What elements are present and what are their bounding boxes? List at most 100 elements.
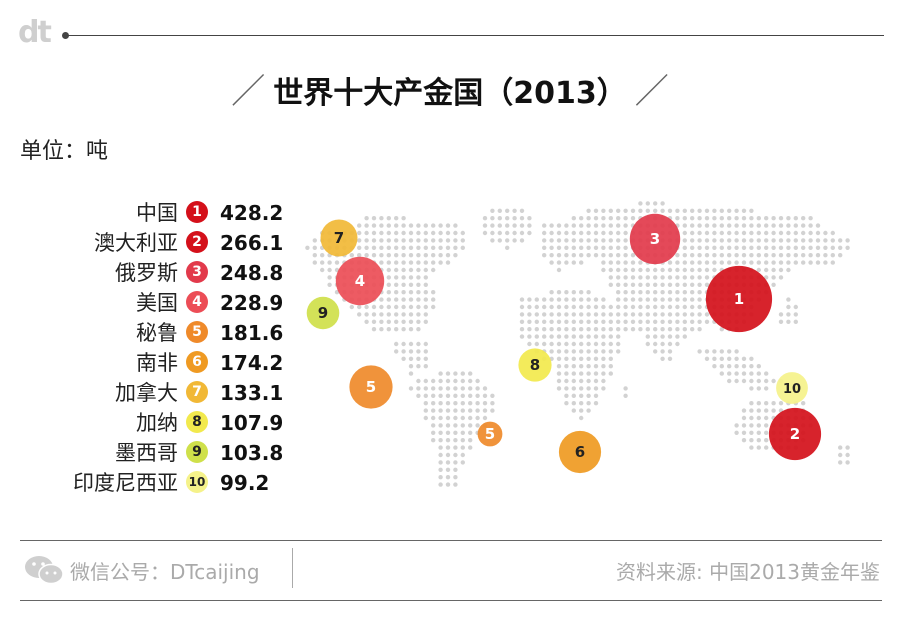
map-dot xyxy=(690,223,695,228)
footer-separator xyxy=(292,548,293,588)
rank-badge: 8 xyxy=(186,411,208,433)
map-dot xyxy=(364,253,369,258)
map-dot xyxy=(786,260,791,265)
map-dot xyxy=(534,312,539,317)
map-dot xyxy=(401,253,406,258)
map-dot xyxy=(379,230,384,236)
map-dot xyxy=(601,327,606,332)
map-dot xyxy=(490,393,495,398)
map-dot xyxy=(608,253,613,258)
map-bubble-circle xyxy=(776,372,808,404)
map-dot xyxy=(690,208,695,213)
map-dot xyxy=(764,267,769,273)
header-dot xyxy=(62,32,69,39)
map-dot xyxy=(401,304,406,310)
map-dot xyxy=(423,386,428,391)
map-bubble-circle xyxy=(768,407,822,461)
map-dot xyxy=(416,260,421,265)
map-dot xyxy=(549,290,554,295)
map-dot xyxy=(793,260,798,265)
map-dot xyxy=(675,304,680,310)
map-dot xyxy=(778,312,784,317)
map-dot xyxy=(667,327,673,332)
map-dot xyxy=(704,349,710,354)
map-dot xyxy=(727,356,732,361)
map-dot xyxy=(408,267,414,273)
map-dot xyxy=(394,282,399,287)
map-dot xyxy=(764,423,769,428)
map-dot xyxy=(734,430,739,435)
map-dot xyxy=(564,260,569,265)
map-dot xyxy=(579,386,584,391)
map-dot xyxy=(749,260,754,265)
map-bubble: 3 xyxy=(629,213,681,265)
map-dot xyxy=(734,364,739,369)
map-dot xyxy=(786,253,791,258)
map-dot xyxy=(645,319,650,324)
map-dot xyxy=(645,282,650,287)
map-dot xyxy=(527,312,532,317)
map-dot xyxy=(394,216,399,221)
map-dot xyxy=(771,245,776,250)
data-source: 资料来源: 中国2013黄金年鉴 xyxy=(616,560,880,584)
map-dot xyxy=(431,430,436,435)
map-dot xyxy=(764,445,769,450)
map-dot xyxy=(741,408,747,413)
map-dot xyxy=(727,253,732,258)
ranking-row: 秘鲁 5 181.6 xyxy=(20,318,320,348)
map-dot xyxy=(653,319,658,324)
map-dot xyxy=(801,216,806,221)
map-dot xyxy=(734,371,739,376)
map-dot xyxy=(586,386,591,391)
map-dot xyxy=(505,223,510,228)
map-dot xyxy=(386,297,391,302)
map-dot xyxy=(460,445,465,450)
map-dot xyxy=(401,327,406,332)
map-dot xyxy=(601,386,606,391)
map-dot xyxy=(675,290,680,295)
map-dot xyxy=(712,230,717,236)
map-dot xyxy=(431,253,436,258)
map-dot xyxy=(593,238,599,243)
map-dot xyxy=(616,297,621,302)
map-dot xyxy=(512,208,517,213)
map-dot xyxy=(490,238,495,243)
map-dot xyxy=(401,297,406,302)
map-dot xyxy=(764,230,769,236)
map-dot xyxy=(564,356,569,361)
map-dot xyxy=(667,267,673,273)
map-dot xyxy=(616,245,621,250)
map-dot xyxy=(497,238,502,243)
map-dot xyxy=(482,386,488,391)
map-dot xyxy=(468,438,473,443)
map-dot xyxy=(512,223,517,228)
map-dot xyxy=(623,297,628,302)
map-dot xyxy=(771,275,776,280)
map-dot xyxy=(690,312,695,317)
map-dot xyxy=(586,408,591,413)
map-bubble-label: 4 xyxy=(355,272,365,290)
map-dot xyxy=(675,253,680,258)
map-dot xyxy=(801,401,806,406)
map-dot xyxy=(571,260,576,265)
country-name: 墨西哥 xyxy=(115,441,178,465)
map-dot xyxy=(660,275,665,280)
map-dot xyxy=(519,216,525,221)
map-dot xyxy=(468,378,473,384)
map-dot xyxy=(401,356,406,361)
map-dot xyxy=(638,208,643,213)
map-dot xyxy=(749,415,754,421)
map-dot xyxy=(697,223,702,228)
map-dot xyxy=(556,378,562,384)
map-dot xyxy=(571,378,576,384)
map-dot xyxy=(453,438,458,443)
map-dot xyxy=(756,438,761,443)
map-dot xyxy=(638,319,643,324)
map-dot xyxy=(349,253,354,258)
map-dot xyxy=(690,319,695,324)
map-dot xyxy=(601,267,606,273)
map-dot xyxy=(556,327,562,332)
map-dot xyxy=(431,245,436,250)
map-dot xyxy=(579,371,584,376)
map-dot xyxy=(431,230,436,236)
